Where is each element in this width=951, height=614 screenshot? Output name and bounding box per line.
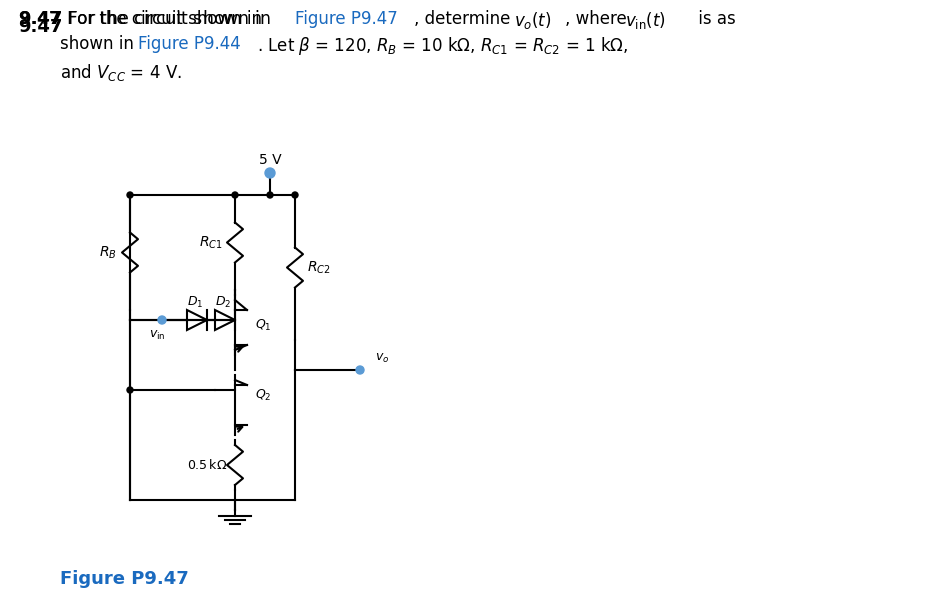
Text: is as: is as bbox=[693, 10, 736, 28]
Circle shape bbox=[158, 316, 166, 324]
Text: shown in: shown in bbox=[60, 35, 139, 53]
Text: $D_1$: $D_1$ bbox=[186, 295, 204, 309]
Text: Figure P9.47: Figure P9.47 bbox=[295, 10, 398, 28]
Circle shape bbox=[127, 192, 133, 198]
Text: $R_{C1}$: $R_{C1}$ bbox=[199, 235, 223, 251]
Circle shape bbox=[267, 192, 273, 198]
Text: For the circuit shown in: For the circuit shown in bbox=[63, 10, 267, 28]
Text: , where: , where bbox=[565, 10, 632, 28]
Text: $v_\mathrm{in}$: $v_\mathrm{in}$ bbox=[148, 328, 165, 341]
Text: Figure P9.44: Figure P9.44 bbox=[138, 35, 241, 53]
Text: $v_\mathrm{in}(t)$: $v_\mathrm{in}(t)$ bbox=[625, 10, 666, 31]
Text: Figure P9.47: Figure P9.47 bbox=[60, 570, 188, 588]
Circle shape bbox=[356, 366, 364, 374]
Text: . Let $\beta$ = 120, $R_B$ = 10 k$\Omega$, $R_{C1}$ = $R_{C2}$ = 1 k$\Omega$,: . Let $\beta$ = 120, $R_B$ = 10 k$\Omega… bbox=[257, 35, 629, 57]
Text: 5 V: 5 V bbox=[259, 153, 281, 167]
Text: 9.47: 9.47 bbox=[18, 18, 63, 36]
Text: $Q_1$: $Q_1$ bbox=[255, 317, 272, 333]
Text: $D_2$: $D_2$ bbox=[215, 295, 231, 309]
Text: 9.47: 9.47 bbox=[18, 10, 63, 28]
Circle shape bbox=[127, 387, 133, 393]
Text: $R_{C2}$: $R_{C2}$ bbox=[307, 259, 331, 276]
Text: $Q_2$: $Q_2$ bbox=[255, 387, 271, 403]
Circle shape bbox=[232, 192, 238, 198]
Circle shape bbox=[265, 168, 275, 178]
Text: $v_o$: $v_o$ bbox=[375, 351, 389, 365]
Text: $\mathbf{9.47}$ For the circuit shown in: $\mathbf{9.47}$ For the circuit shown in bbox=[18, 10, 272, 28]
Text: $0.5\,\mathrm{k}\Omega$: $0.5\,\mathrm{k}\Omega$ bbox=[186, 458, 227, 472]
Text: $v_o(t)$: $v_o(t)$ bbox=[514, 10, 552, 31]
Circle shape bbox=[292, 192, 298, 198]
Text: $R_B$: $R_B$ bbox=[99, 244, 117, 261]
Text: , determine: , determine bbox=[414, 10, 515, 28]
Text: and $V_{CC}$ = 4 V.: and $V_{CC}$ = 4 V. bbox=[60, 62, 182, 83]
